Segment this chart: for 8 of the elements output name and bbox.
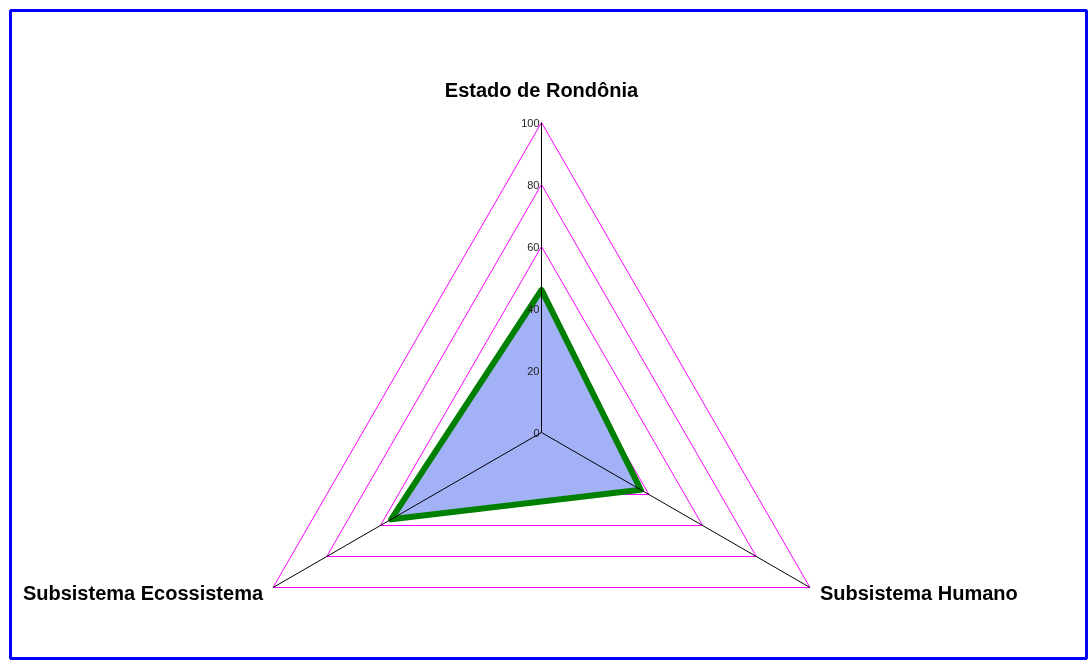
- y-tick-label: 20: [527, 364, 540, 377]
- spoke-label: Estado de Rondônia: [444, 78, 640, 101]
- y-tick-label: 80: [527, 178, 540, 191]
- y-tick-label: 60: [527, 240, 540, 253]
- y-tick-label: 100: [521, 116, 540, 129]
- spoke-label: Subsistema Humano: [819, 581, 1018, 604]
- spoke-label: Subsistema Ecossistema: [22, 581, 264, 604]
- y-tick-label: 0: [533, 426, 540, 439]
